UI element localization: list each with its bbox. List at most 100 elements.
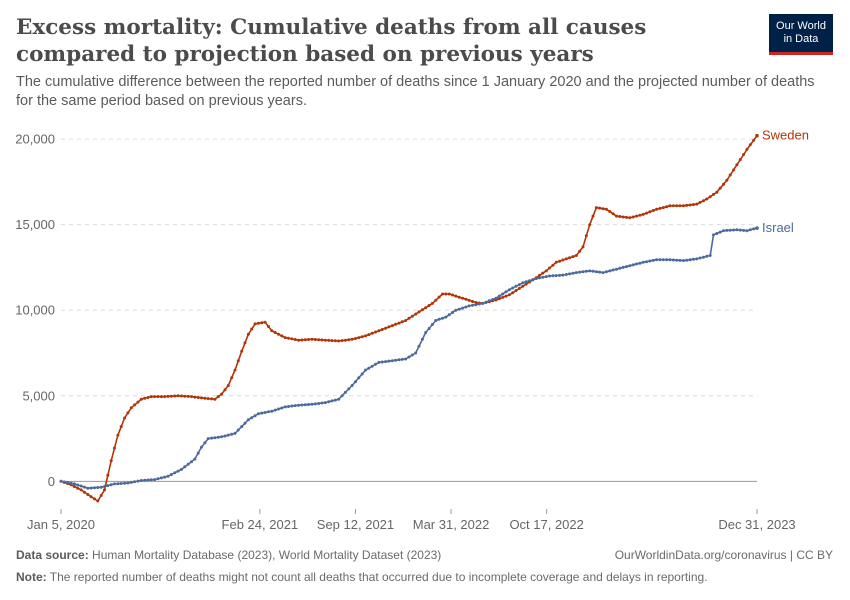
sweden-point [176, 394, 180, 398]
sweden-point [718, 186, 722, 190]
sweden-point [497, 297, 501, 301]
sweden-point [738, 158, 742, 162]
sweden-point [517, 286, 521, 290]
israel-point [230, 432, 234, 436]
sweden-point [307, 338, 311, 341]
sweden-point [106, 473, 110, 477]
israel-point [471, 303, 475, 307]
israel-point [668, 258, 672, 262]
data-source-text[interactable]: Human Mortality Database (2023), World M… [92, 548, 442, 562]
sweden-point [504, 294, 508, 298]
sweden-point [186, 394, 190, 398]
israel-point [635, 262, 638, 266]
israel-point [387, 359, 391, 363]
sweden-point [591, 214, 595, 218]
sweden-point [364, 334, 367, 338]
israel-point [283, 405, 287, 409]
sweden-point [86, 493, 90, 496]
israel-point [357, 376, 361, 380]
israel-point [561, 273, 565, 277]
israel-point [216, 435, 220, 439]
owid-logo[interactable]: Our World in Data [769, 14, 833, 55]
sweden-point [337, 339, 341, 343]
sweden-label[interactable]: Sweden [762, 128, 809, 143]
sweden-point [153, 395, 157, 399]
sweden-point [126, 411, 130, 415]
sweden-point [665, 205, 669, 209]
israel-point [738, 228, 742, 232]
israel-point [424, 331, 428, 334]
sweden-point [728, 173, 732, 177]
israel-point [531, 278, 535, 282]
sweden-point [293, 338, 297, 341]
israel-point [728, 228, 732, 232]
israel-point [477, 302, 481, 306]
sweden-point [200, 396, 203, 400]
y-tick-label: 15,000 [15, 217, 55, 232]
israel-point [62, 480, 66, 484]
x-tick-label: Feb 24, 2021 [222, 517, 299, 532]
sweden-point [464, 297, 468, 301]
sweden-point [427, 304, 431, 307]
sweden-point [226, 384, 230, 387]
sweden-point [461, 296, 464, 300]
israel-point [544, 275, 548, 279]
sweden-point [511, 291, 515, 295]
israel-point [564, 273, 568, 276]
israel-point [474, 303, 478, 307]
sweden-point [688, 203, 692, 207]
israel-point [410, 353, 414, 357]
sweden-point [715, 190, 719, 194]
sweden-point [594, 206, 598, 210]
israel-point [732, 228, 736, 232]
israel-markers [59, 226, 759, 490]
israel-point [310, 402, 314, 406]
israel-point [86, 486, 90, 490]
sweden-point [169, 394, 173, 398]
israel-point [541, 275, 545, 279]
israel-point [444, 315, 448, 319]
sweden-point [156, 395, 160, 399]
sweden-point [343, 338, 347, 342]
sweden-point [223, 388, 227, 392]
sweden-point [287, 336, 290, 340]
israel-point [467, 304, 471, 308]
y-tick-label: 20,000 [15, 132, 55, 147]
israel-point [106, 484, 110, 488]
israel-point [300, 403, 304, 407]
israel-point [76, 483, 80, 487]
sweden-point [407, 316, 411, 320]
israel-point [173, 471, 177, 475]
israel-point [360, 372, 364, 376]
sweden-point [507, 293, 511, 297]
israel-label[interactable]: Israel [762, 220, 794, 235]
sweden-point [444, 292, 448, 296]
israel-point [109, 483, 113, 487]
sweden-point [330, 339, 334, 343]
israel-point [464, 305, 468, 309]
israel-point [103, 485, 106, 488]
israel-point [517, 283, 521, 287]
sweden-point [454, 294, 458, 298]
sweden-point [82, 490, 86, 494]
israel-point [420, 337, 424, 341]
israel-point [598, 270, 602, 274]
sweden-point [354, 337, 357, 340]
sweden-point [725, 178, 729, 182]
sweden-point [139, 397, 143, 401]
sweden-point [129, 406, 133, 410]
israel-point [400, 357, 404, 361]
sweden-point [203, 396, 207, 400]
israel-point [735, 228, 739, 232]
sweden-point [608, 210, 612, 213]
israel-point [123, 481, 127, 485]
sweden-point [578, 249, 582, 253]
israel-point [658, 258, 662, 262]
israel-point [380, 360, 384, 364]
israel-point [146, 478, 150, 482]
sweden-point [400, 320, 404, 324]
israel-point [163, 475, 167, 479]
credit-link[interactable]: OurWorldinData.org/coronavirus | CC BY [614, 548, 833, 562]
israel-point [290, 404, 294, 408]
sweden-point [698, 200, 702, 204]
